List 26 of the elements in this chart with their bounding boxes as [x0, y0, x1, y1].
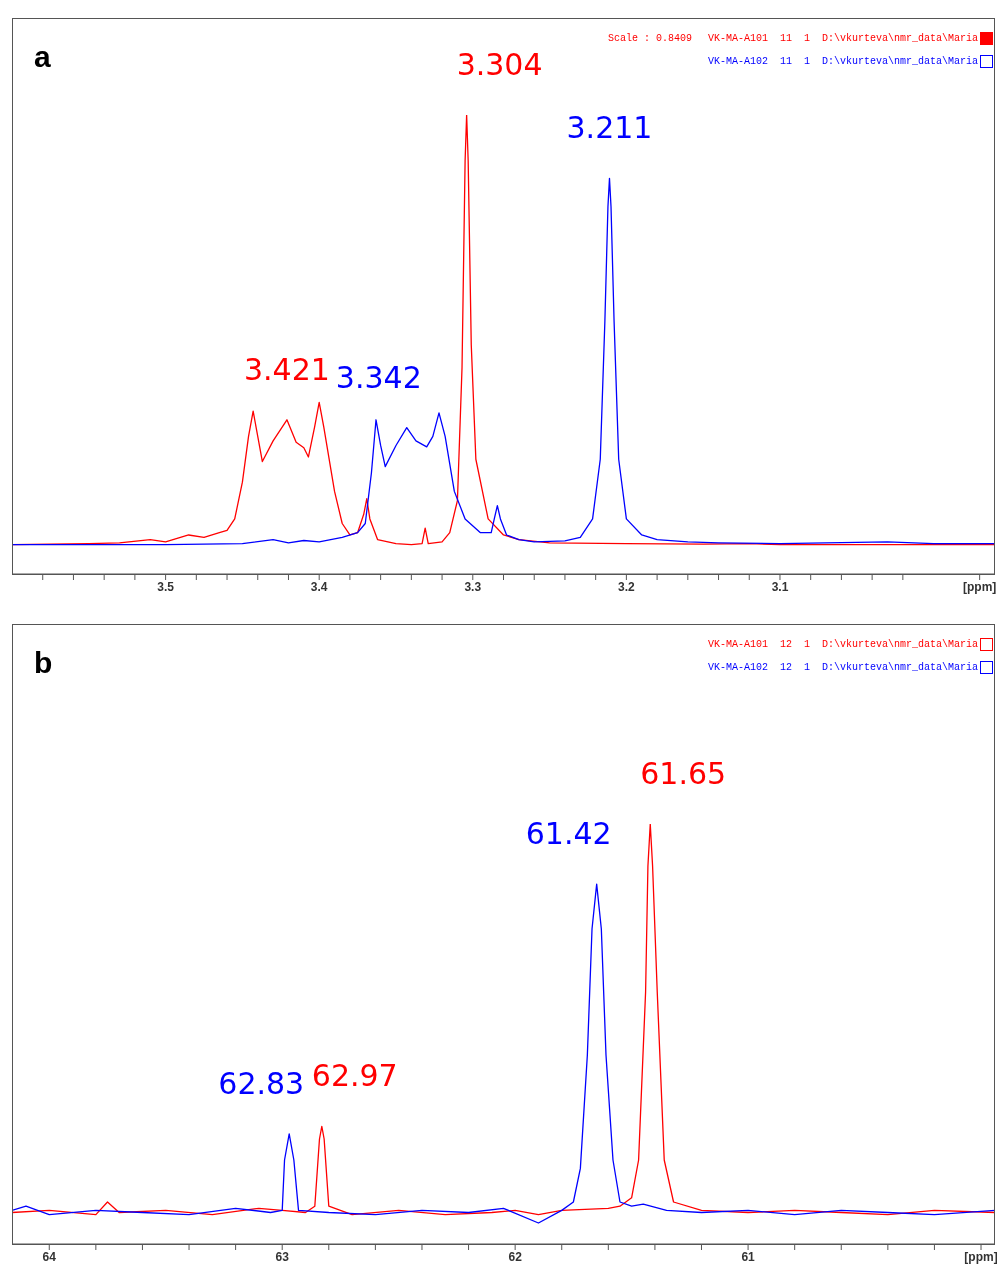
- x-tick-label: 3.1: [771, 579, 789, 594]
- x-tick-label: 64: [42, 1249, 57, 1264]
- x-tick-label: 3.5: [157, 579, 175, 594]
- legend-label: VK-MA-A101 11 1 D:\vkurteva\nmr_data\Maria: [707, 33, 978, 44]
- annotation: 3.342: [335, 359, 422, 395]
- annotation: 62.83: [218, 1065, 305, 1101]
- chart-title: a: [34, 40, 51, 74]
- legend-label: VK-MA-A102 12 1 D:\vkurteva\nmr_data\Maria: [707, 662, 978, 673]
- x-tick-label: 61: [741, 1249, 756, 1264]
- x-tick-label: [ppm]: [962, 579, 997, 594]
- annotation: 3.211: [566, 110, 653, 146]
- legend-label: VK-MA-A102 11 1 D:\vkurteva\nmr_data\Maria: [707, 56, 978, 67]
- annotation: 62.97: [311, 1058, 398, 1094]
- x-tick-label: 3.3: [464, 579, 482, 594]
- x-tick-label: 3.2: [618, 579, 636, 594]
- annotation: 3.304: [456, 47, 543, 82]
- annotation: 61.42: [525, 816, 612, 852]
- x-tick-label: 63: [275, 1249, 290, 1264]
- chart-title: b: [34, 646, 53, 680]
- text: Scale : 0.8409: [607, 33, 692, 44]
- x-tick-label: [ppm]: [964, 1249, 997, 1264]
- legend-label: VK-MA-A101 12 1 D:\vkurteva\nmr_data\Maria: [707, 639, 978, 650]
- annotation: 61.65: [640, 756, 727, 791]
- annotation: 3.421: [243, 351, 330, 387]
- x-tick-label: 62: [508, 1249, 523, 1264]
- x-tick-label: 3.4: [310, 579, 328, 594]
